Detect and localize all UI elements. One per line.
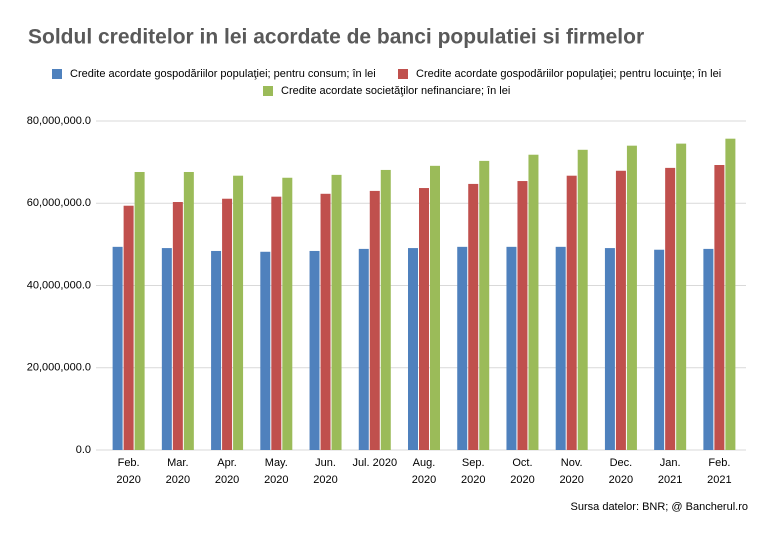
bar [320,193,331,450]
bar [528,154,539,450]
bar [183,171,194,450]
bar [654,249,665,450]
bar [725,138,736,450]
legend-label: Credite acordate societăţilor nefinancia… [281,85,510,97]
bar [457,246,468,450]
legend-label: Credite acordate gospodăriilor populaţie… [70,68,376,80]
bar [714,165,725,450]
x-tick-label: Oct. 2020 [510,457,534,486]
bar [358,248,369,450]
bar [260,251,271,450]
bar [112,246,123,450]
x-tick-label: Dec. 2020 [609,457,633,486]
bar [626,145,637,451]
bar [211,250,222,450]
bar [468,183,479,450]
x-tick-label: Sep. 2020 [461,457,485,486]
y-tick-label: 0.0 [76,444,91,456]
bar [419,188,429,450]
y-tick-label: 40,000,000.0 [27,279,91,291]
bar [309,250,320,450]
bar [222,198,233,450]
y-tick-label: 20,000,000.0 [27,362,91,374]
bar [271,196,282,450]
x-tick-label: Feb. 2021 [707,457,731,486]
bar [506,246,517,450]
bar [408,248,418,450]
bar [282,177,293,450]
x-tick-label: Jun. 2020 [313,457,337,486]
x-tick-label: Apr. 2020 [215,457,239,486]
chart-title: Soldul creditelor in lei acordate de ban… [28,26,644,49]
legend-label: Credite acordate gospodăriilor populaţie… [416,68,721,80]
bar [566,175,577,451]
y-tick-label: 60,000,000.0 [27,197,91,209]
x-tick-label: Jul. 2020 [352,457,397,469]
x-tick-label: Feb. 2020 [116,457,140,486]
bar [555,246,566,450]
bar [604,248,615,450]
bar [676,143,687,450]
x-tick-label: Aug. 2020 [412,457,436,486]
bar [517,181,528,451]
bar [134,171,145,450]
bar [123,205,134,450]
bar [380,169,391,450]
legend-swatch [263,86,273,96]
legend-swatch [398,69,408,79]
x-tick-label: Nov. 2020 [559,457,583,486]
bar [479,160,490,451]
bar [577,149,588,450]
bar [233,175,244,451]
bar [703,248,714,450]
x-tick-label: May. 2020 [264,457,288,486]
x-tick-label: Jan. 2021 [658,457,682,486]
legend-swatch [52,69,62,79]
bar [331,174,342,450]
y-tick-label: 80,000,000.0 [27,115,91,127]
bar [615,170,626,451]
bar [172,202,183,450]
bar [665,167,676,450]
bar [369,190,380,450]
bar [430,165,440,451]
x-tick-label: Mar. 2020 [166,457,190,486]
source-note: Sursa datelor: BNR; @ Bancherul.ro [571,501,748,513]
bar [161,248,172,450]
